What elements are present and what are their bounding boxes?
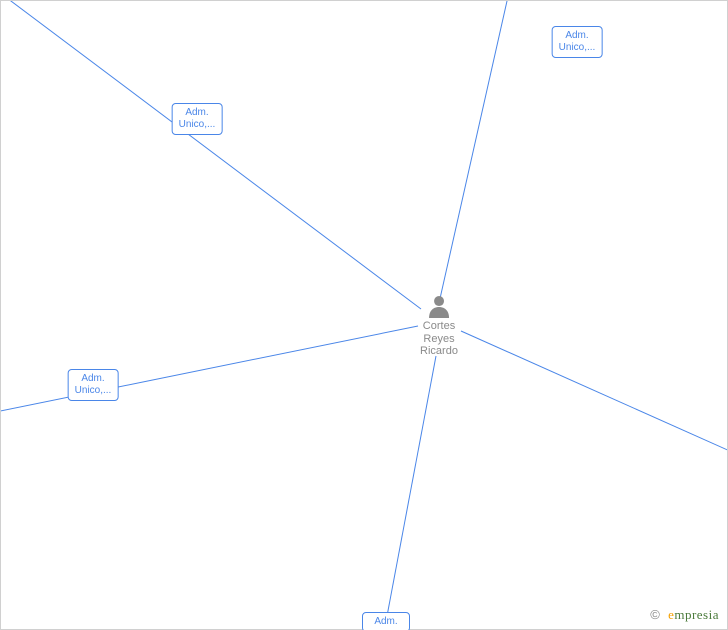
center-node-label: Cortes Reyes Ricardo xyxy=(420,320,458,358)
edge-label-line: Adm. xyxy=(374,616,397,627)
edges-layer xyxy=(1,1,727,629)
copyright-symbol: © xyxy=(650,607,660,622)
edge-label-box[interactable]: Adm. Unico,... xyxy=(172,103,223,135)
edge-label-box[interactable]: Adm. xyxy=(362,612,410,630)
edge-label-line: Unico,... xyxy=(179,119,216,130)
person-icon xyxy=(428,294,450,318)
center-label-line3: Ricardo xyxy=(420,345,458,357)
network-diagram: Cortes Reyes Ricardo Adm. Unico,... Adm.… xyxy=(0,0,728,630)
edge-label-line: Unico,... xyxy=(559,42,596,53)
watermark: © empresia xyxy=(650,607,719,623)
brand-rest: mpresia xyxy=(674,607,719,622)
edge-label-line: Adm. xyxy=(81,373,104,384)
edge-label-box[interactable]: Adm. Unico,... xyxy=(552,26,603,58)
center-node-person[interactable]: Cortes Reyes Ricardo xyxy=(420,294,458,358)
edge-label-line: Unico,... xyxy=(75,385,112,396)
center-label-line2: Reyes xyxy=(423,333,454,345)
edge-label-box[interactable]: Adm. Unico,... xyxy=(68,369,119,401)
edge-label-line: Adm. xyxy=(565,30,588,41)
center-label-line1: Cortes xyxy=(423,320,455,332)
edge-label-line: Adm. xyxy=(185,107,208,118)
